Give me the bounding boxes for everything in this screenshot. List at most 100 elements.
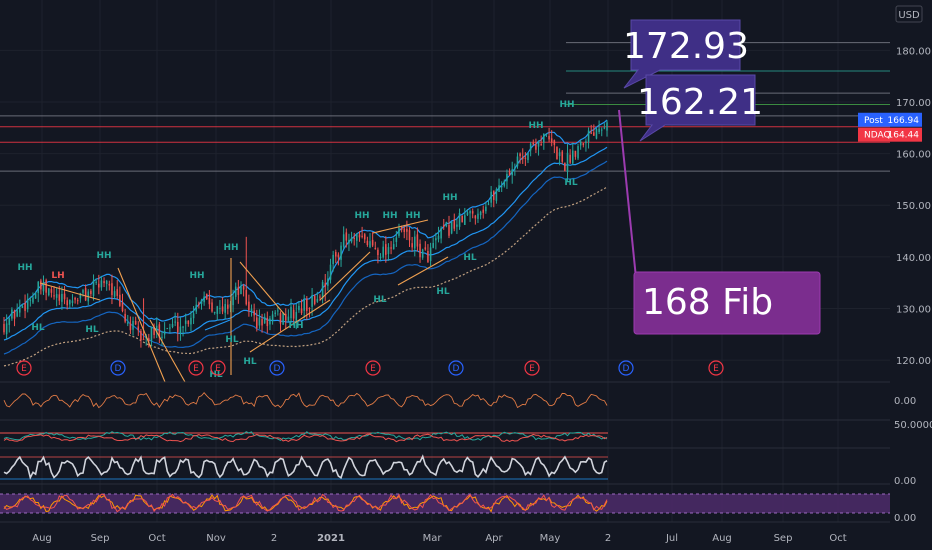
indicator-panes: 0.00 50.0000 0.00 0.00: [0, 381, 932, 524]
candle-body: [482, 209, 485, 213]
candle-body: [450, 221, 453, 234]
candle-body: [24, 303, 26, 311]
callout-text: 162.21: [637, 82, 763, 123]
candle-body: [29, 299, 32, 301]
candle-body: [269, 318, 271, 325]
candle-body: [369, 241, 371, 248]
candle-body: [227, 304, 229, 309]
candle-body: [316, 298, 319, 302]
candle-body: [408, 230, 411, 241]
event-marker-earnings: [524, 360, 540, 376]
event-marker-label: E: [713, 364, 719, 374]
candle-body: [514, 167, 516, 169]
candle-body: [179, 326, 182, 334]
trend-line: [117, 267, 166, 383]
candle-body: [440, 227, 442, 239]
event-marker-label: E: [21, 364, 27, 374]
x-tick-label: Apr: [485, 533, 503, 544]
candle-body: [445, 221, 448, 227]
x-tick-label: Mar: [423, 533, 443, 544]
candle-body: [400, 225, 403, 230]
candles: [3, 120, 608, 348]
candle-body: [585, 141, 587, 144]
candle-body: [458, 212, 461, 227]
candle-body: [319, 296, 321, 298]
event-marker-earnings: [210, 360, 226, 376]
candle-body: [11, 309, 13, 319]
candle-body: [506, 173, 508, 182]
candle-body: [429, 247, 432, 262]
event-marker-label: E: [370, 364, 376, 374]
candle-body: [232, 296, 234, 306]
candle-body: [366, 240, 369, 245]
candle-body: [287, 316, 290, 321]
grid-lines: [0, 0, 890, 522]
candle-body: [479, 211, 482, 216]
swing-label-hl: HL: [243, 357, 257, 367]
swing-label-hh: HH: [189, 271, 204, 281]
swing-label-hh: HH: [405, 211, 420, 221]
candle-body: [255, 317, 258, 329]
callout-box: [633, 271, 821, 335]
candle-body: [13, 310, 16, 319]
y-tick-label: 140.00: [896, 253, 931, 264]
candle-body: [116, 289, 119, 296]
candle-body: [155, 325, 158, 333]
candle-body: [395, 237, 398, 243]
candle-body: [471, 211, 474, 214]
candle-body: [161, 336, 163, 338]
candle-body: [119, 294, 121, 306]
callout-box: [639, 74, 756, 142]
candle-body: [337, 254, 340, 258]
candle-body: [261, 319, 263, 326]
candle-body: [508, 171, 511, 176]
candle-body: [184, 320, 187, 324]
osc3-line: [3, 454, 608, 480]
y-tick-label: 170.00: [896, 98, 931, 109]
event-marker-label: D: [274, 364, 281, 374]
candle-body: [548, 136, 550, 140]
swing-label-hh: HH: [442, 193, 457, 203]
candle-body: [353, 237, 356, 239]
swing-label-hl: HL: [463, 253, 477, 263]
candle-body: [8, 318, 11, 325]
candle-body: [371, 239, 374, 246]
last-price-badge-value: 164.44: [888, 131, 920, 141]
candle-body: [240, 286, 242, 295]
event-marker-dividend: [269, 360, 285, 376]
candle-body: [571, 150, 574, 164]
candle-body: [350, 237, 353, 242]
candle-body: [524, 157, 527, 159]
event-marker-label: D: [623, 364, 630, 374]
trend-line: [239, 261, 286, 316]
candle-body: [469, 210, 471, 214]
currency-box[interactable]: [895, 5, 923, 23]
candle-body: [495, 189, 498, 201]
candle-body: [574, 150, 577, 157]
candle-body: [498, 185, 500, 192]
candle-body: [79, 293, 82, 299]
swing-label-hl: HL: [373, 295, 387, 305]
candle-body: [26, 299, 29, 310]
candle-body: [390, 247, 392, 249]
x-tick-label: Oct: [148, 533, 165, 544]
swing-label-hl: HL: [436, 287, 450, 297]
candle-body: [521, 157, 524, 160]
event-marker-label: E: [193, 364, 199, 374]
candle-body: [332, 254, 334, 265]
candle-body: [258, 317, 261, 326]
candle-body: [598, 128, 600, 133]
swing-label-hl: HL: [85, 325, 99, 335]
swing-label-hh: HH: [17, 263, 32, 273]
candle-body: [361, 235, 363, 237]
candle-body: [82, 290, 84, 293]
candle-body: [345, 232, 348, 241]
trend-line: [39, 282, 101, 301]
callout-text: 168 Fib: [642, 282, 773, 323]
candle-body: [606, 122, 608, 131]
candle-body: [274, 312, 277, 314]
candle-body: [237, 286, 240, 295]
candle-body: [166, 328, 169, 330]
